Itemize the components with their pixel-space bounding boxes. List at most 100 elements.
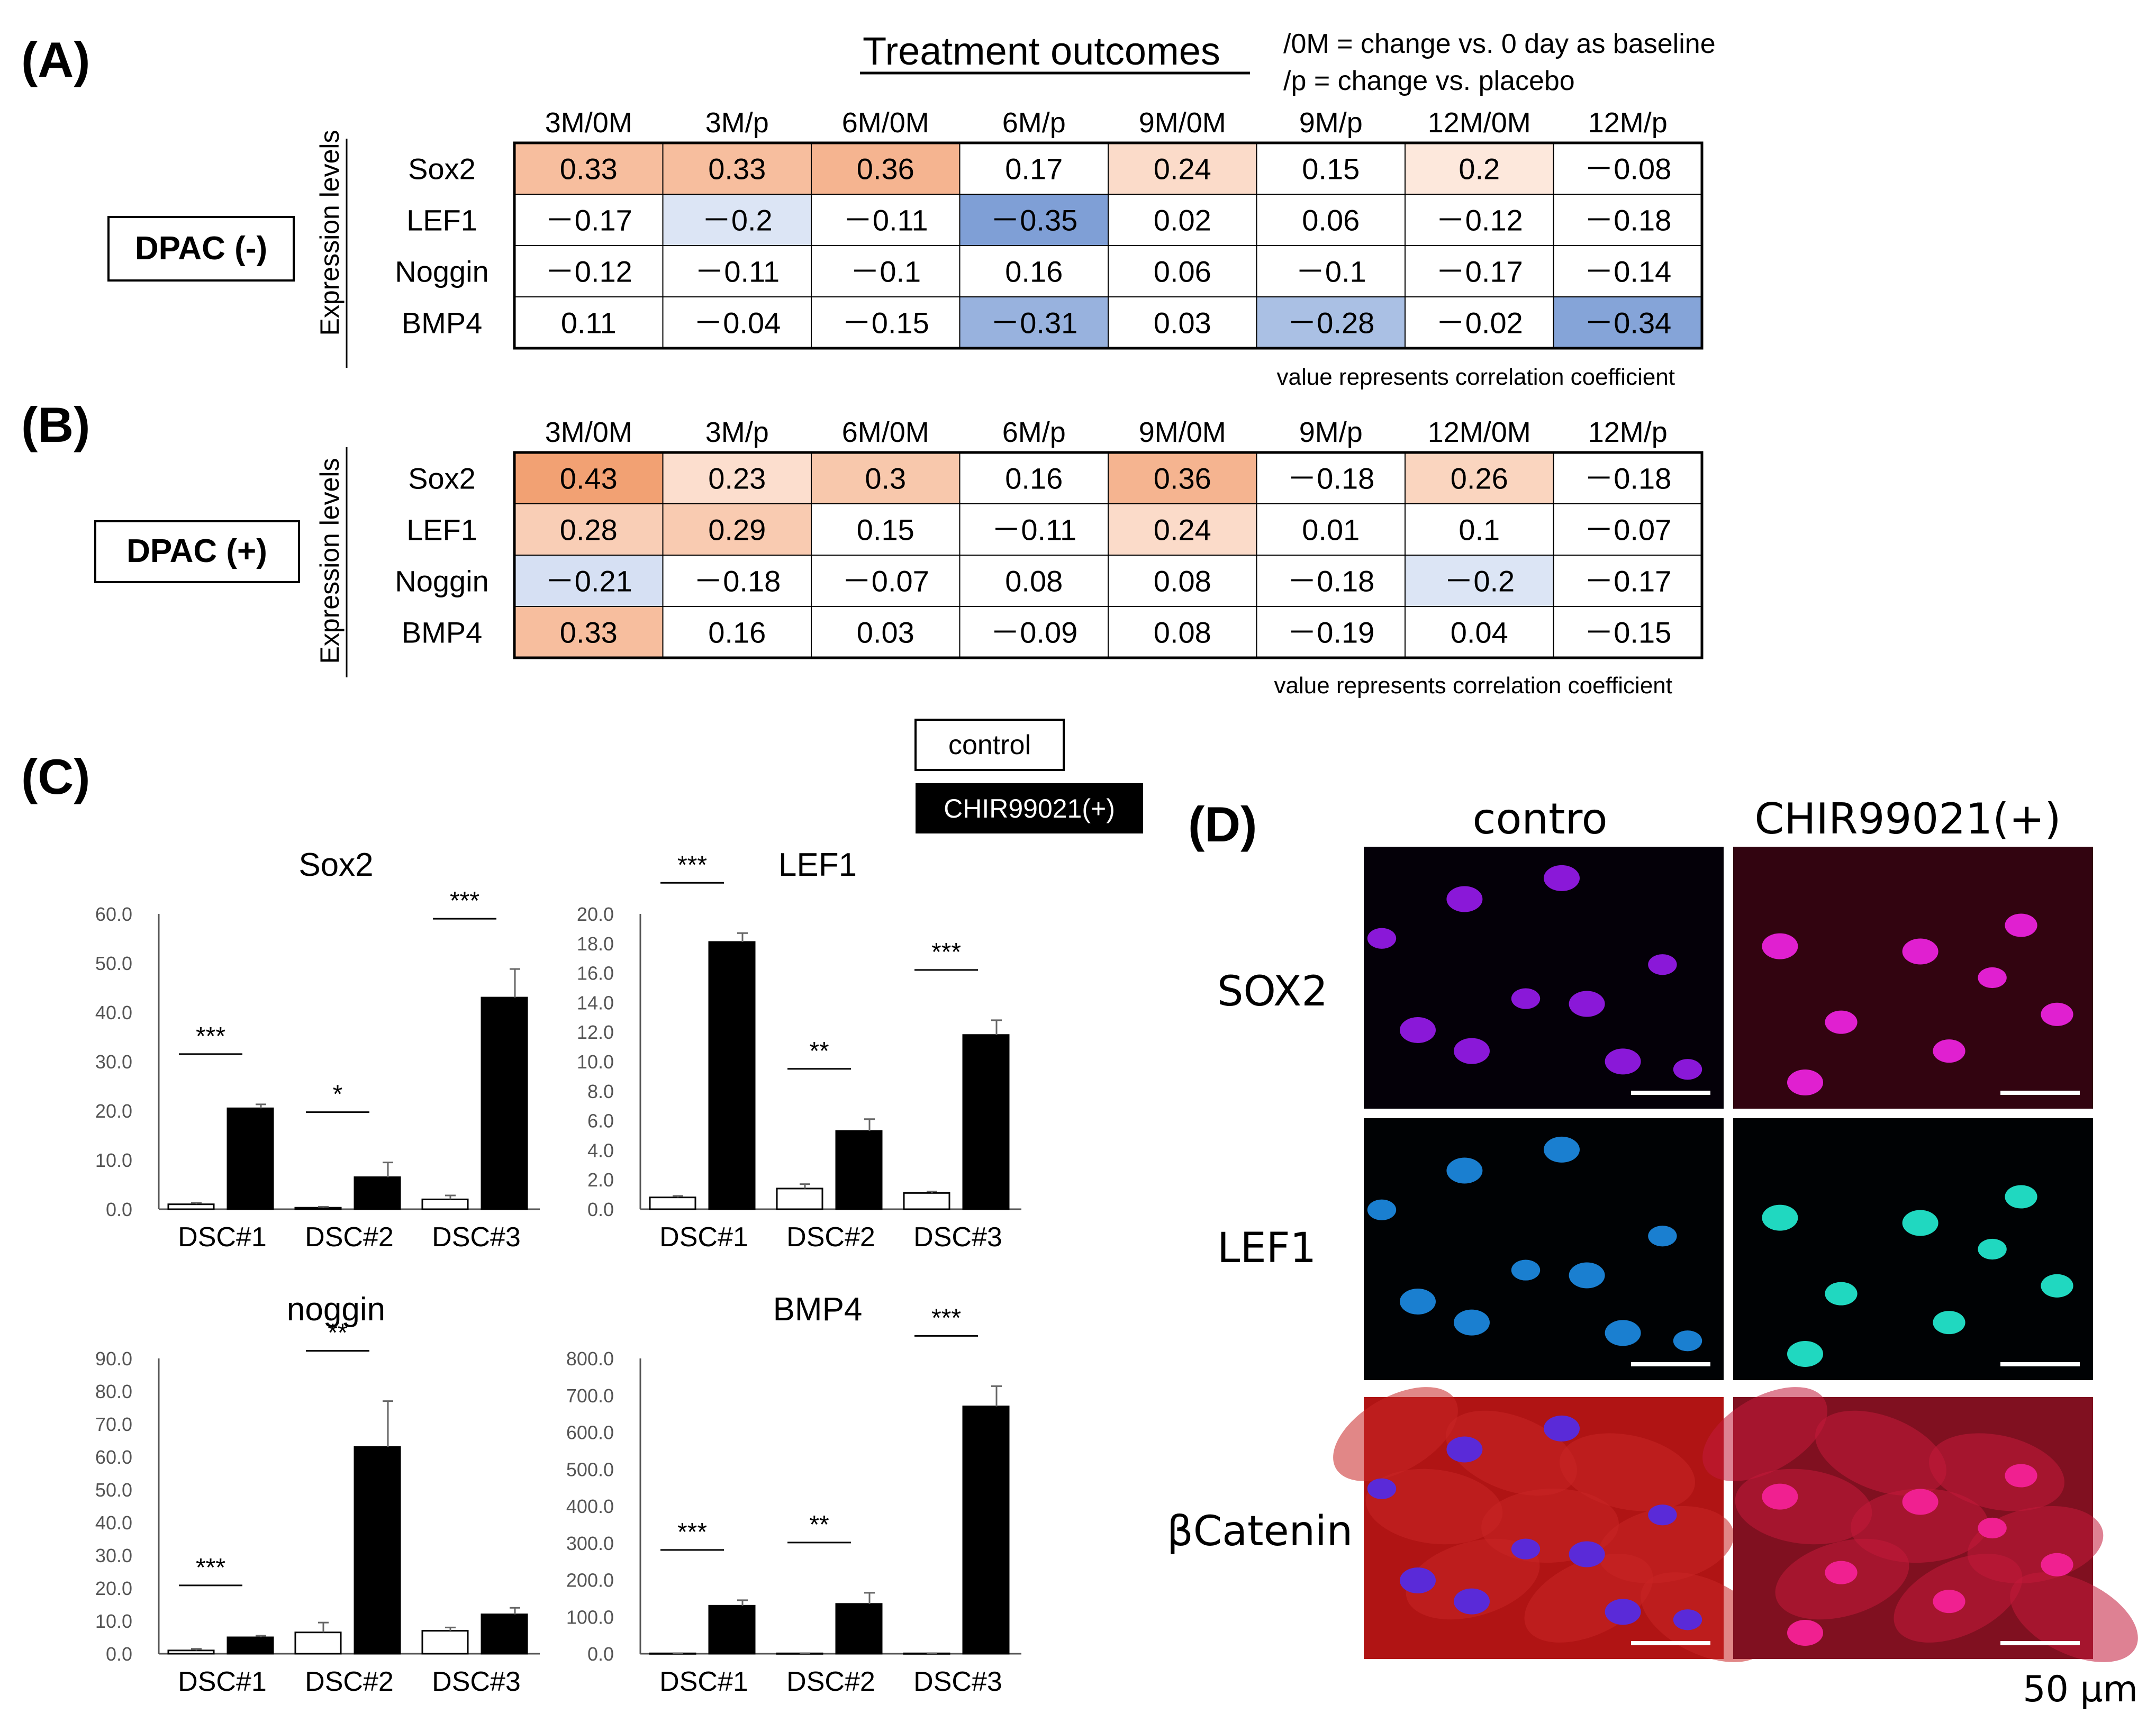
table-cell — [1405, 606, 1554, 658]
cell-value: －0.04 — [693, 306, 781, 340]
cell-nucleus — [1544, 1415, 1580, 1442]
cell-value: 0.08 — [1005, 565, 1063, 598]
cell-nucleus — [1569, 991, 1605, 1017]
cell-nucleus — [1787, 1070, 1823, 1095]
table-cell — [662, 245, 812, 297]
cell-nucleus — [1446, 1436, 1483, 1463]
significance-marker: *** — [931, 938, 961, 966]
table-cell — [811, 245, 961, 297]
x-tick-label: DSC#1 — [178, 1666, 267, 1697]
significance-marker: ** — [809, 1037, 829, 1065]
col-header-treated: CHIR99021(+) — [1754, 794, 2061, 844]
table-cell — [1405, 503, 1554, 556]
y-tick-label: 700.0 — [566, 1385, 614, 1407]
y-tick-label: 6.0 — [587, 1110, 614, 1132]
cell-nucleus — [1400, 1017, 1436, 1043]
table-cell — [1108, 606, 1257, 658]
y-tick-label: 30.0 — [95, 1545, 132, 1566]
micrograph-LEF1-control — [1364, 1118, 1724, 1380]
table-cell — [1553, 452, 1702, 504]
cell-nucleus — [1978, 1238, 2007, 1260]
bar-chart-LEF1: LEF1 0.0 2.0 4.0 6.0 8.0 10.0 12.0 14.0 16.0 18.0 2… — [577, 847, 1021, 1253]
col-header: 3M/p — [705, 107, 769, 139]
cell-nucleus — [1787, 1341, 1823, 1367]
x-tick-label: DSC#1 — [178, 1222, 267, 1253]
micrograph-background — [1733, 1118, 2093, 1380]
bar-control — [167, 1203, 215, 1210]
row-label-lef1: LEF1 — [1217, 1225, 1316, 1272]
table-cell — [1108, 194, 1257, 246]
cytoplasm-stain — [1446, 1410, 1577, 1496]
bar-control — [167, 1649, 215, 1655]
table-note-b: value represents correlation coefficient — [1274, 673, 1673, 699]
table-cell — [1256, 245, 1406, 297]
significance-marker: *** — [931, 1304, 961, 1332]
cell-nucleus — [1762, 933, 1798, 959]
cell-nucleus — [1400, 1289, 1436, 1315]
micrograph-SOX2-treated — [1733, 847, 2093, 1109]
cell-nucleus — [1902, 1489, 1938, 1515]
cell-nucleus — [2041, 1553, 2073, 1576]
row-label: BMP4 — [402, 616, 483, 649]
cell-nucleus — [2041, 1002, 2073, 1026]
col-header: 6M/0M — [842, 107, 929, 139]
col-header: 9M/p — [1299, 416, 1363, 448]
micrograph-background — [1364, 847, 1724, 1109]
cell-nucleus — [1648, 1226, 1677, 1247]
table-cell — [662, 606, 812, 658]
cytoplasm-stain — [1702, 1387, 1827, 1481]
y-tick-label: 0.0 — [106, 1643, 132, 1665]
cell-nucleus — [1762, 1204, 1798, 1231]
cell-value: 0.06 — [1302, 204, 1360, 237]
cell-value: －0.07 — [842, 565, 929, 598]
col-header-control: contro — [1472, 794, 1607, 844]
legend-treated-label: CHIR99021(+) — [944, 794, 1115, 823]
group-box-dpac-plus — [94, 520, 300, 583]
x-tick-label: DSC#3 — [913, 1222, 1002, 1253]
cell-value: 0.03 — [857, 616, 914, 649]
cell-nucleus — [1825, 1010, 1858, 1034]
significance-marker: ** — [809, 1511, 829, 1539]
cell-nucleus — [2005, 1464, 2037, 1488]
cell-value: 0.24 — [1154, 152, 1211, 186]
cell-nucleus — [1544, 865, 1580, 891]
bar-treated — [354, 1176, 401, 1210]
cell-nucleus — [1933, 1311, 1965, 1335]
bar-chart-noggin: noggin 0.0 10.0 20.0 30.0 40.0 50.0 60.0 70.0 80.… — [95, 1291, 540, 1697]
col-header: 6M/0M — [842, 416, 929, 448]
significance-marker: *** — [677, 851, 707, 879]
y-tick-label: 400.0 — [566, 1496, 614, 1517]
cell-nucleus — [1648, 1504, 1677, 1526]
x-tick-label: DSC#1 — [659, 1222, 748, 1253]
row-label: Noggin — [395, 255, 488, 288]
cytoplasm-stain — [1815, 1410, 1946, 1496]
cell-value: －0.34 — [1584, 306, 1671, 340]
row-label-bcatenin: βCatenin — [1167, 1508, 1353, 1555]
cell-nucleus — [1978, 967, 2007, 989]
cell-value: －0.11 — [694, 255, 780, 288]
significance-marker: *** — [196, 1022, 225, 1050]
table-cell — [1553, 142, 1702, 195]
table-cell — [811, 555, 961, 607]
table-cell — [811, 142, 961, 195]
cell-nucleus — [1569, 1262, 1605, 1289]
cell-nucleus — [1511, 1538, 1541, 1560]
y-tick-label: 60.0 — [95, 1446, 132, 1468]
legend-control-box — [914, 719, 1065, 771]
bar-chart-Sox2: Sox2 0.0 10.0 20.0 30.0 40.0 50.0 60.0 DSC#1 *** D… — [95, 847, 540, 1253]
legend-placebo-note: /p = change vs. placebo — [1283, 66, 1575, 96]
legend-baseline-note: /0M = change vs. 0 day as baseline — [1283, 29, 1716, 59]
cell-nucleus — [1933, 1039, 1965, 1063]
legend-control-label: control — [948, 730, 1031, 760]
cell-nucleus — [1454, 1588, 1490, 1615]
bar-control — [294, 1632, 342, 1655]
x-tick-label: DSC#3 — [913, 1666, 1002, 1697]
cell-nucleus — [1446, 1157, 1483, 1184]
cell-nucleus — [1605, 1599, 1641, 1625]
cell-value: －0.18 — [1287, 565, 1374, 598]
cell-nucleus — [1673, 1330, 1702, 1352]
cell-nucleus — [1673, 1609, 1702, 1630]
cell-value: －0.21 — [545, 565, 632, 598]
table-cell — [811, 194, 961, 246]
